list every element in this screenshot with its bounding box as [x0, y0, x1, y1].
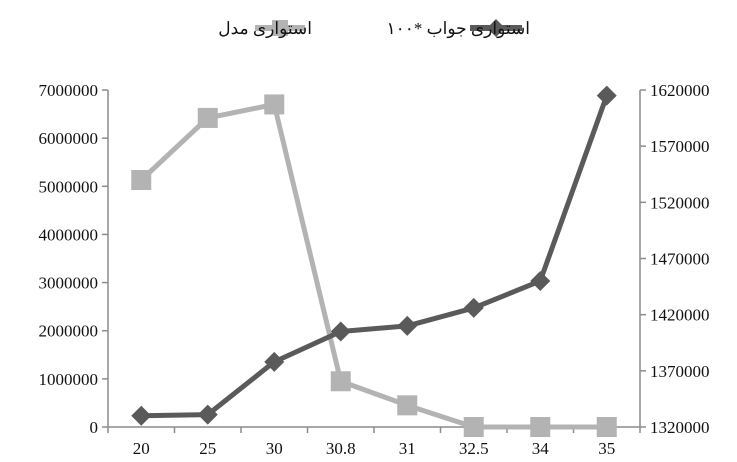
- data-point-diamond: [397, 315, 418, 336]
- data-point-diamond: [530, 270, 551, 291]
- left-y-tick-label: 0: [90, 418, 99, 437]
- series-layer: [131, 85, 617, 437]
- data-point-diamond: [596, 85, 617, 106]
- data-point-square: [596, 417, 617, 437]
- right-y-tick-label: 1570000: [650, 137, 710, 156]
- legend-label-answer-stability: استواری جواب *۱۰۰: [386, 19, 530, 39]
- right-y-tick-label: 1370000: [650, 362, 710, 381]
- left-y-tick-label: 7000000: [39, 81, 99, 100]
- x-tick-label: 25: [199, 439, 216, 458]
- data-point-diamond: [197, 404, 218, 425]
- data-point-square: [131, 170, 152, 191]
- data-point-square: [530, 417, 551, 437]
- legend-label-model-stability: استواری مدل: [218, 19, 312, 39]
- data-point-diamond: [330, 321, 351, 342]
- x-tick-label: 35: [598, 439, 615, 458]
- left-y-tick-label: 2000000: [39, 322, 99, 341]
- right-y-tick-label: 1320000: [650, 418, 710, 437]
- x-tick-label: 30: [266, 439, 283, 458]
- series-line-model-stability: [139, 101, 607, 430]
- right-y-tick-label: 1470000: [650, 250, 710, 269]
- data-point-diamond: [264, 351, 285, 372]
- x-tick-label: 31: [399, 439, 416, 458]
- data-point-square: [330, 371, 351, 392]
- legend-marker-diamond: [487, 19, 505, 37]
- series-line-answer-stability: [141, 94, 610, 419]
- right-y-tick-label: 1520000: [650, 193, 710, 212]
- data-point-square: [264, 94, 285, 115]
- legend: استواری مدل استواری جواب *۱۰۰: [218, 19, 530, 39]
- left-y-tick-label: 1000000: [39, 370, 99, 389]
- x-tick-label: 34: [532, 439, 550, 458]
- data-point-square: [463, 417, 484, 437]
- left-y-tick-label: 6000000: [39, 129, 99, 148]
- right-y-tick-label: 1420000: [650, 306, 710, 325]
- left-y-tick-label: 5000000: [39, 177, 99, 196]
- axes: 0 1000000 2000000 3000000 4000000 5000000 6000…: [39, 81, 710, 458]
- right-y-tick-label: 1620000: [650, 81, 710, 100]
- data-point-diamond: [463, 297, 484, 318]
- legend-item-answer-stability: استواری جواب *۱۰۰: [386, 19, 530, 39]
- left-y-tick-label: 4000000: [39, 225, 99, 244]
- left-y-tick-label: 3000000: [39, 274, 99, 293]
- data-point-square: [397, 395, 418, 416]
- legend-marker-square: [272, 20, 288, 36]
- data-point-diamond: [131, 405, 152, 426]
- legend-item-model-stability: استواری مدل: [218, 19, 312, 39]
- x-tick-label: 30.8: [326, 439, 356, 458]
- x-tick-label: 32.5: [459, 439, 489, 458]
- data-point-square: [197, 107, 218, 128]
- x-tick-label: 20: [133, 439, 150, 458]
